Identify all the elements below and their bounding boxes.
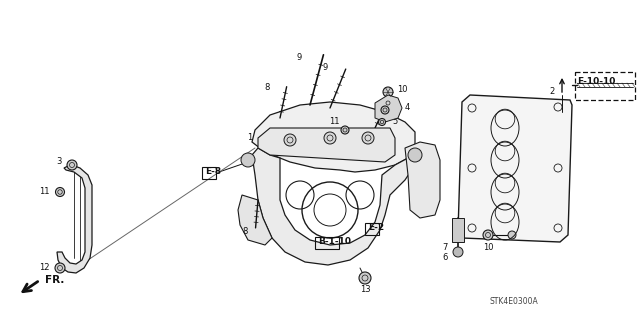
Text: 5: 5 [392, 117, 397, 127]
Text: 10: 10 [483, 243, 493, 253]
Text: E-8: E-8 [205, 167, 221, 176]
Text: 1: 1 [247, 133, 252, 143]
Circle shape [359, 272, 371, 284]
Circle shape [324, 132, 336, 144]
Text: E-10-10: E-10-10 [577, 77, 616, 85]
Text: 8: 8 [264, 83, 270, 92]
Text: E-2: E-2 [368, 224, 384, 233]
Polygon shape [252, 102, 415, 172]
Circle shape [341, 126, 349, 134]
Text: 4: 4 [405, 103, 410, 113]
Text: STK4E0300A: STK4E0300A [490, 298, 539, 307]
Text: 9: 9 [323, 63, 328, 72]
Text: 2: 2 [550, 87, 555, 97]
Circle shape [483, 230, 493, 240]
Text: 11: 11 [330, 117, 340, 127]
Circle shape [67, 160, 77, 170]
Polygon shape [452, 218, 464, 242]
Circle shape [381, 106, 389, 114]
Text: 3: 3 [56, 158, 62, 167]
Circle shape [56, 188, 65, 197]
Polygon shape [252, 148, 415, 265]
Polygon shape [57, 165, 92, 273]
Circle shape [408, 148, 422, 162]
Circle shape [383, 87, 393, 97]
Text: 8: 8 [382, 115, 387, 124]
Text: 13: 13 [360, 286, 371, 294]
Text: 7: 7 [443, 243, 448, 253]
Circle shape [453, 247, 463, 257]
Circle shape [241, 153, 255, 167]
Polygon shape [258, 128, 395, 162]
Text: 10: 10 [397, 85, 408, 94]
Circle shape [384, 99, 392, 107]
Circle shape [508, 231, 516, 239]
Text: 12: 12 [40, 263, 50, 272]
Polygon shape [458, 95, 572, 242]
Polygon shape [375, 95, 402, 122]
Circle shape [55, 263, 65, 273]
Polygon shape [405, 142, 440, 218]
Text: 9: 9 [297, 53, 302, 62]
Circle shape [362, 132, 374, 144]
Text: B-1-10: B-1-10 [318, 238, 351, 247]
Polygon shape [238, 195, 272, 245]
Circle shape [284, 134, 296, 146]
Text: 6: 6 [443, 254, 448, 263]
Text: 8: 8 [243, 227, 248, 236]
Circle shape [378, 118, 385, 125]
Text: 11: 11 [40, 188, 50, 197]
Text: FR.: FR. [45, 275, 65, 285]
